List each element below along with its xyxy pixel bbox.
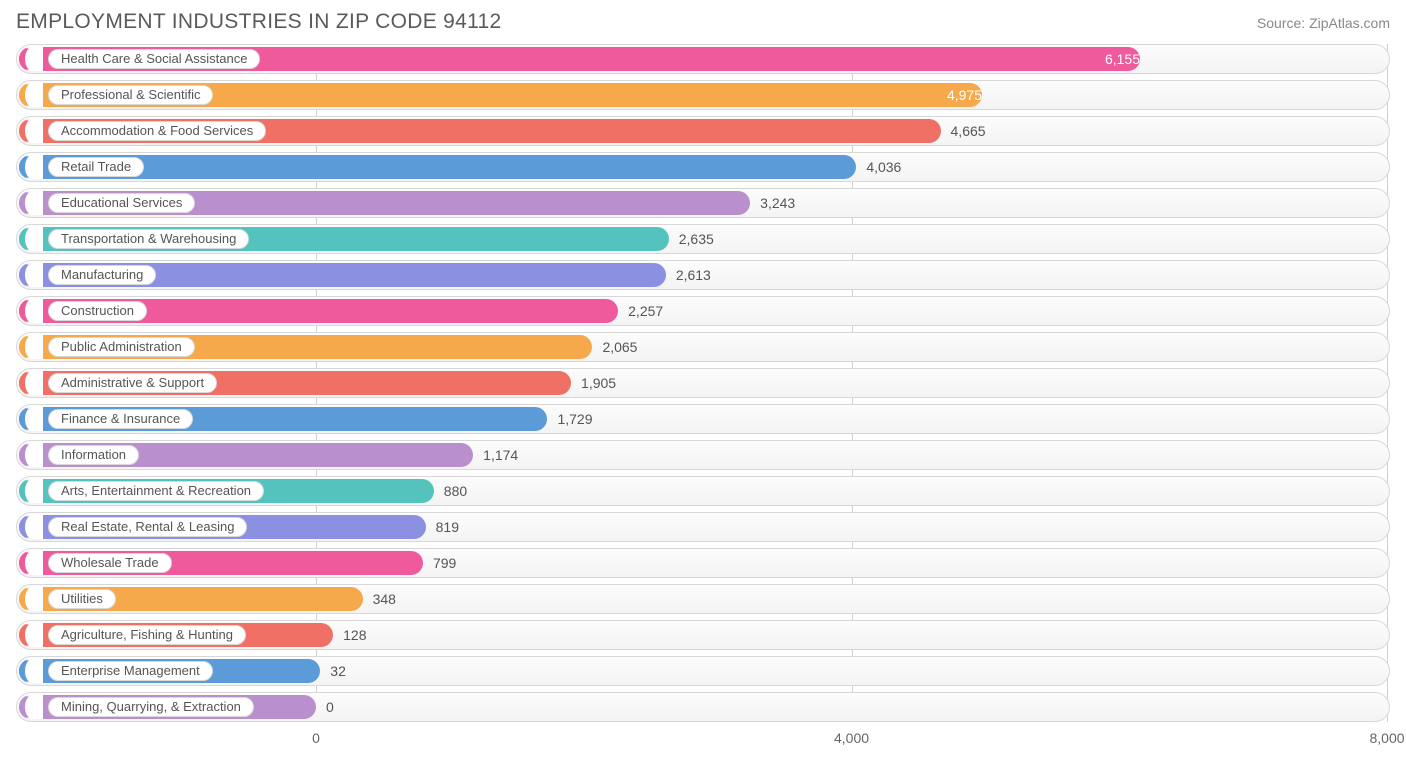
bar-label: Mining, Quarrying, & Extraction bbox=[48, 697, 254, 717]
bar-label: Educational Services bbox=[48, 193, 195, 213]
bar-cap-icon bbox=[19, 515, 43, 539]
bar-label: Real Estate, Rental & Leasing bbox=[48, 517, 247, 537]
bar-row: Educational Services 3,243 bbox=[16, 188, 1390, 218]
bar-cap-icon bbox=[19, 119, 43, 143]
bar-value: 1,174 bbox=[483, 440, 518, 470]
bar-cap-icon bbox=[19, 263, 43, 287]
bar-value: 2,257 bbox=[628, 296, 663, 326]
bar-row: Mining, Quarrying, & Extraction 0 bbox=[16, 692, 1390, 722]
bar-value: 1,905 bbox=[581, 368, 616, 398]
bar-cap-icon bbox=[19, 695, 43, 719]
bar-cap-icon bbox=[19, 155, 43, 179]
bar-value: 0 bbox=[326, 692, 334, 722]
bar-label: Manufacturing bbox=[48, 265, 156, 285]
bar-cap-icon bbox=[19, 443, 43, 467]
bar-label: Wholesale Trade bbox=[48, 553, 172, 573]
bar-value: 348 bbox=[373, 584, 396, 614]
bar-value: 2,065 bbox=[602, 332, 637, 362]
bar-label: Enterprise Management bbox=[48, 661, 213, 681]
chart-container: Health Care & Social Assistance6,155 Prof… bbox=[16, 44, 1390, 752]
bar-label: Utilities bbox=[48, 589, 116, 609]
chart-title: EMPLOYMENT INDUSTRIES IN ZIP CODE 94112 bbox=[16, 10, 502, 34]
bar-chart: Health Care & Social Assistance6,155 Prof… bbox=[16, 44, 1390, 722]
bar-cap-icon bbox=[19, 407, 43, 431]
bar-row: Manufacturing 2,613 bbox=[16, 260, 1390, 290]
bar-row: Administrative & Support 1,905 bbox=[16, 368, 1390, 398]
x-axis-tick-label: 4,000 bbox=[834, 730, 869, 746]
bar-row: Health Care & Social Assistance6,155 bbox=[16, 44, 1390, 74]
bar-value: 4,975 bbox=[19, 80, 982, 110]
bar-row: Transportation & Warehousing 2,635 bbox=[16, 224, 1390, 254]
bar-value: 128 bbox=[343, 620, 366, 650]
bar-row: Professional & Scientific4,975 bbox=[16, 80, 1390, 110]
bar-label: Finance & Insurance bbox=[48, 409, 193, 429]
bar-row: Utilities 348 bbox=[16, 584, 1390, 614]
bar-label: Public Administration bbox=[48, 337, 195, 357]
bar bbox=[19, 155, 856, 179]
bar-cap-icon bbox=[19, 371, 43, 395]
bar-row: Accommodation & Food Services 4,665 bbox=[16, 116, 1390, 146]
bar-row: Construction 2,257 bbox=[16, 296, 1390, 326]
bar-label: Information bbox=[48, 445, 139, 465]
bar-label: Arts, Entertainment & Recreation bbox=[48, 481, 264, 501]
bar-label: Agriculture, Fishing & Hunting bbox=[48, 625, 246, 645]
bar-value: 1,729 bbox=[557, 404, 592, 434]
bar-cap-icon bbox=[19, 659, 43, 683]
bar-cap-icon bbox=[19, 335, 43, 359]
bar-row: Agriculture, Fishing & Hunting 128 bbox=[16, 620, 1390, 650]
bar-row: Enterprise Management 32 bbox=[16, 656, 1390, 686]
bar-cap-icon bbox=[19, 587, 43, 611]
chart-source: Source: ZipAtlas.com bbox=[1257, 15, 1390, 31]
bar-label: Transportation & Warehousing bbox=[48, 229, 249, 249]
bar-value: 3,243 bbox=[760, 188, 795, 218]
bar-row: Arts, Entertainment & Recreation 880 bbox=[16, 476, 1390, 506]
bar-cap-icon bbox=[19, 227, 43, 251]
bar-value: 2,613 bbox=[676, 260, 711, 290]
bar-value: 819 bbox=[436, 512, 459, 542]
bar-cap-icon bbox=[19, 479, 43, 503]
bar-row: Information 1,174 bbox=[16, 440, 1390, 470]
bar-cap-icon bbox=[19, 299, 43, 323]
bar-value: 2,635 bbox=[679, 224, 714, 254]
bar-value: 799 bbox=[433, 548, 456, 578]
bar-cap-icon bbox=[19, 551, 43, 575]
bar-cap-icon bbox=[19, 623, 43, 647]
bar-row: Retail Trade 4,036 bbox=[16, 152, 1390, 182]
x-axis: 04,0008,000 bbox=[16, 728, 1390, 752]
bar-label: Administrative & Support bbox=[48, 373, 217, 393]
bar-row: Finance & Insurance 1,729 bbox=[16, 404, 1390, 434]
bar-cap-icon bbox=[19, 191, 43, 215]
bar-label: Retail Trade bbox=[48, 157, 144, 177]
bar-row: Wholesale Trade 799 bbox=[16, 548, 1390, 578]
chart-header: EMPLOYMENT INDUSTRIES IN ZIP CODE 94112 … bbox=[16, 10, 1390, 34]
bar-row: Real Estate, Rental & Leasing 819 bbox=[16, 512, 1390, 542]
bar-value: 880 bbox=[444, 476, 467, 506]
x-axis-tick-label: 8,000 bbox=[1369, 730, 1404, 746]
x-axis-tick-label: 0 bbox=[312, 730, 320, 746]
bar-row: Public Administration 2,065 bbox=[16, 332, 1390, 362]
bar-value: 4,665 bbox=[951, 116, 986, 146]
bar-label: Accommodation & Food Services bbox=[48, 121, 266, 141]
bar-value: 4,036 bbox=[866, 152, 901, 182]
bar-label: Construction bbox=[48, 301, 147, 321]
bar-value: 6,155 bbox=[19, 44, 1140, 74]
bar-value: 32 bbox=[330, 656, 346, 686]
